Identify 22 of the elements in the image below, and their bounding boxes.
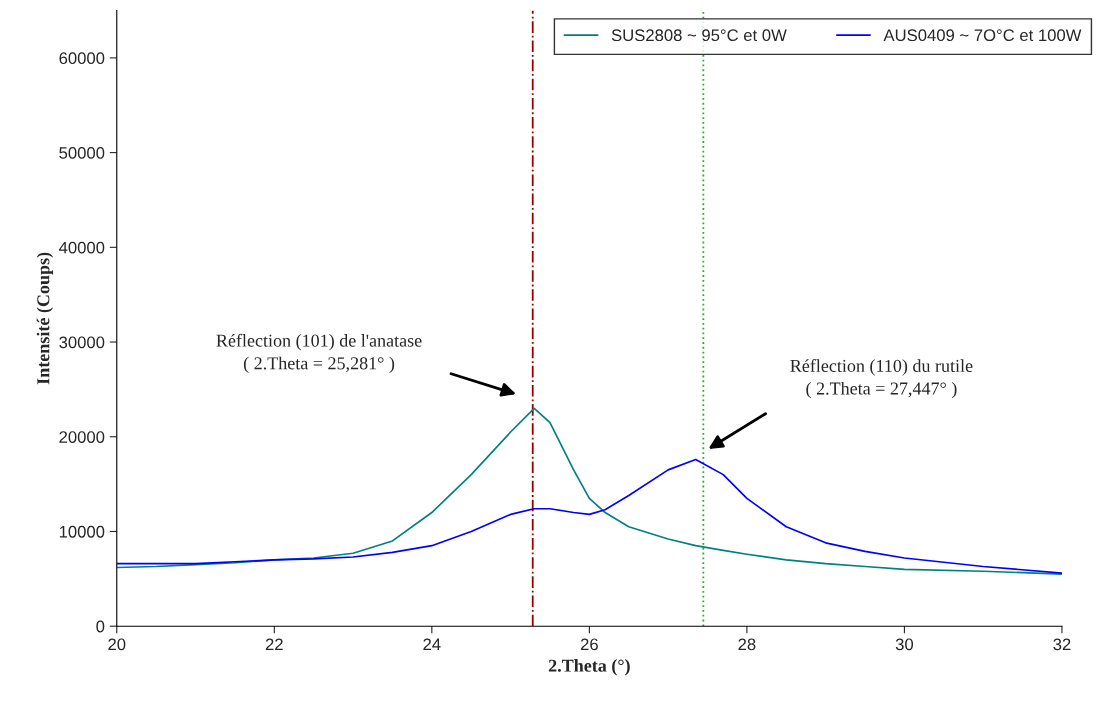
x-tick-label: 28 xyxy=(738,638,756,651)
y-tick-label: 20000 xyxy=(59,431,105,443)
x-tick-label: 24 xyxy=(423,638,441,651)
x-tick-label: 30 xyxy=(895,638,914,651)
x-axis-title: 2.Theta (°) xyxy=(548,659,630,676)
legend-label: SUS2808 ~ 95°C et 0W xyxy=(611,29,787,42)
x-tick-label: 26 xyxy=(580,638,598,651)
annotation: Réflection (110) du rutile ( 2.Theta = 27,447° ) xyxy=(790,359,973,399)
x-tick-label: 22 xyxy=(265,638,283,651)
y-tick-label: 30000 xyxy=(59,336,105,349)
y-tick-label: 50000 xyxy=(59,147,105,159)
y-axis-title: Intensité (Coups) xyxy=(36,252,54,385)
annotation: Réflection (101) de l'anatase ( 2.Theta = 25,281° ) xyxy=(216,333,422,374)
line-series xyxy=(116,458,1062,574)
y-tick-label: 10000 xyxy=(59,525,105,538)
x-tick-label: 20 xyxy=(108,638,126,651)
line-series xyxy=(116,407,1062,575)
y-tick-label: 0 xyxy=(96,620,105,633)
y-tick-label: 40000 xyxy=(59,241,105,254)
y-tick-label: 60000 xyxy=(59,52,105,65)
x-tick-label: 32 xyxy=(1053,638,1071,651)
legend-label: AUS0409 ~ 7O°C et 100W xyxy=(883,29,1082,42)
